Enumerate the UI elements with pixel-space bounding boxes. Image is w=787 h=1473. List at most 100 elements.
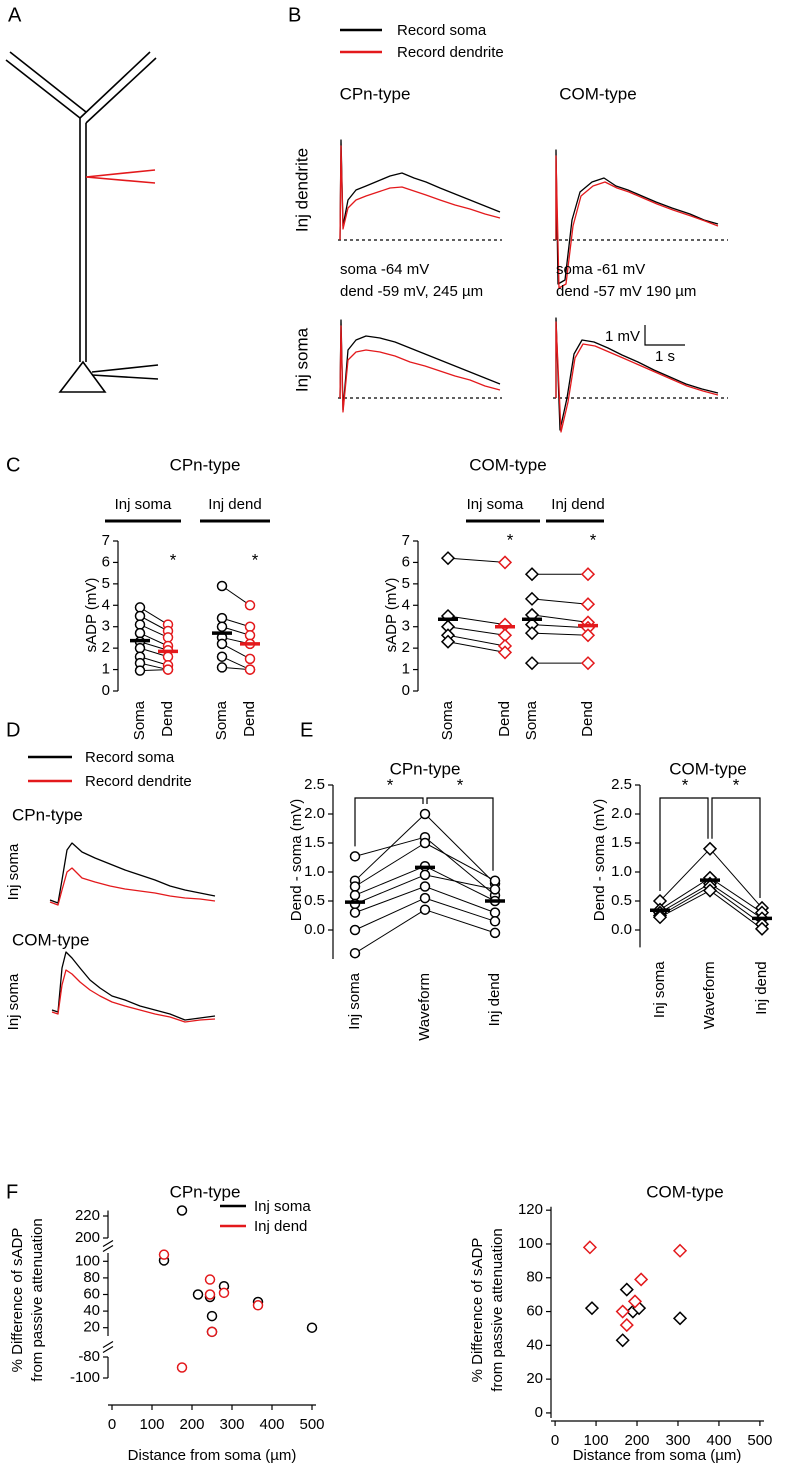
y-tick-label: 2.5 <box>611 776 632 793</box>
x-tick-label: Inj dend <box>753 961 770 1014</box>
point <box>524 591 540 606</box>
pair-line <box>424 909 496 934</box>
row-label: Inj soma <box>292 327 311 392</box>
point <box>244 621 256 632</box>
panel-label: F <box>6 1181 18 1203</box>
point <box>192 1289 204 1300</box>
bracket <box>659 797 709 891</box>
y-tick-label: 3 <box>402 618 410 635</box>
row-title: COM-type <box>12 930 89 949</box>
point <box>134 642 146 654</box>
pair-line <box>659 883 711 914</box>
legend-label: Record dendrite <box>397 44 504 61</box>
chart-title: COM-type <box>469 455 546 474</box>
legend-label: Record dendrite <box>85 773 192 790</box>
x-tick-label: Soma <box>523 700 540 740</box>
legend-label: Record soma <box>85 749 175 766</box>
group-label: Inj dend <box>551 496 604 513</box>
point <box>524 567 540 582</box>
x-tick-label: 300 <box>665 1432 690 1449</box>
significance: * <box>387 775 394 794</box>
point <box>440 634 456 649</box>
significance: * <box>507 530 514 549</box>
point <box>419 837 431 849</box>
point <box>524 626 540 641</box>
traces <box>338 139 728 433</box>
x-tick-label: Inj dend <box>486 973 503 1026</box>
point <box>349 947 361 959</box>
y-tick-label: 60 <box>83 1285 100 1302</box>
point <box>216 651 228 662</box>
pair-line <box>139 615 169 632</box>
point <box>497 555 513 570</box>
point <box>419 808 431 820</box>
row-label: Inj dendrite <box>292 148 311 232</box>
point <box>615 1333 630 1348</box>
pair-line <box>424 865 496 902</box>
point <box>440 551 456 566</box>
scale-bar-label: 1 mV <box>605 328 640 345</box>
point <box>582 1240 597 1255</box>
x-tick-label: 200 <box>179 1416 204 1433</box>
point <box>204 1274 216 1285</box>
pair-line <box>447 615 506 626</box>
point <box>634 1272 649 1287</box>
y-tick-label: 100 <box>75 1252 100 1269</box>
point <box>216 612 228 624</box>
y-tick-label: 1 <box>102 661 110 678</box>
trace-note: soma -64 mV <box>340 261 429 278</box>
y-tick-label: 1.0 <box>304 863 325 880</box>
x-tick-label: Waveform <box>701 961 718 1029</box>
pair-line <box>531 632 589 636</box>
point <box>619 1318 634 1333</box>
column-title: CPn-type <box>340 84 411 103</box>
bracket <box>354 797 424 847</box>
significance: * <box>457 775 464 794</box>
pair-line <box>424 813 496 884</box>
y-axis-label: from passive attenuation <box>489 1228 506 1391</box>
x-tick-label: 400 <box>706 1432 731 1449</box>
point <box>206 1326 218 1338</box>
chart-title: COM-type <box>669 759 746 778</box>
significance: * <box>590 530 597 549</box>
group-label: Inj dend <box>208 496 261 513</box>
y-tick-label: 0.0 <box>304 921 325 938</box>
y-tick-label: 220 <box>75 1207 100 1224</box>
point <box>134 627 146 639</box>
y-tick-label: 0 <box>102 682 110 699</box>
point <box>244 600 256 611</box>
axis-break <box>102 1239 114 1253</box>
bracket <box>711 797 761 898</box>
point <box>489 884 501 895</box>
pair-line <box>354 897 426 931</box>
row-title: CPn-type <box>12 805 83 824</box>
traces <box>49 842 216 1023</box>
point <box>252 1300 264 1311</box>
y-tick-label: 7 <box>102 532 110 549</box>
x-tick-label: 500 <box>299 1416 324 1433</box>
pair-line <box>659 890 711 918</box>
y-tick-label: 20 <box>83 1319 100 1336</box>
pair-line <box>424 886 496 914</box>
point <box>672 1311 688 1326</box>
point <box>580 597 596 612</box>
y-tick-label: 1.5 <box>611 834 632 851</box>
trace-note: dend -57 mV 190 µm <box>556 283 696 300</box>
chart-title: CPn-type <box>170 455 241 474</box>
point <box>489 927 501 939</box>
x-axis-label: Distance from soma (µm) <box>128 1447 297 1464</box>
point <box>419 881 431 892</box>
point <box>419 904 431 915</box>
point <box>134 619 146 630</box>
point <box>419 892 431 904</box>
x-tick-label: Dend <box>496 701 513 737</box>
y-tick-label: 6 <box>402 553 410 570</box>
x-tick-label: Soma <box>131 700 148 740</box>
point <box>349 907 361 918</box>
y-axis-label: % Difference of sADP <box>9 1228 26 1373</box>
y-tick-label: 200 <box>75 1229 100 1246</box>
point <box>702 883 718 898</box>
pair-line <box>531 614 589 623</box>
point <box>244 664 256 675</box>
pair-line <box>709 877 763 914</box>
